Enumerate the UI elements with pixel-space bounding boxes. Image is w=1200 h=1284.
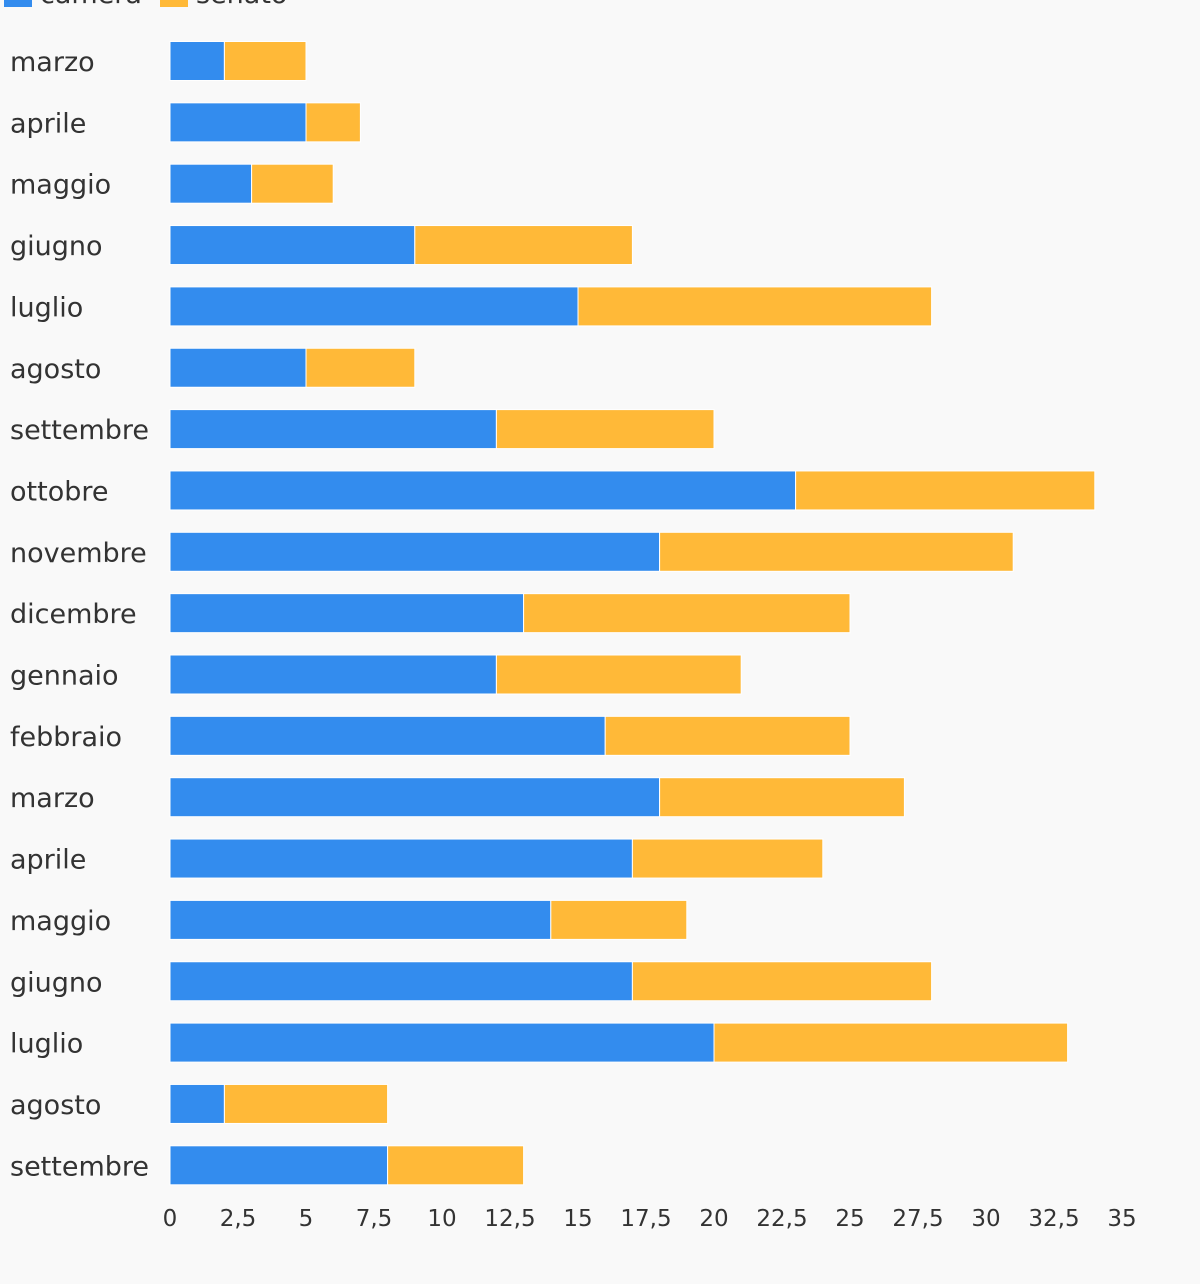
x-tick-label: 30 bbox=[971, 1206, 1000, 1232]
bar-senato bbox=[577, 286, 933, 327]
category-label: luglio bbox=[10, 292, 83, 323]
legend-label-camera: camera bbox=[40, 0, 142, 10]
category-label: luglio bbox=[10, 1029, 83, 1060]
x-tick-label: 12,5 bbox=[484, 1206, 535, 1232]
category-label: gennaio bbox=[10, 661, 119, 692]
bar-senato bbox=[495, 409, 715, 450]
bar-camera bbox=[169, 715, 606, 756]
bar-camera bbox=[169, 470, 797, 511]
bar-camera bbox=[169, 1145, 389, 1186]
bar-camera bbox=[169, 102, 307, 143]
category-label: agosto bbox=[10, 354, 101, 385]
bar-senato bbox=[523, 593, 851, 634]
bar-senato bbox=[387, 1145, 525, 1186]
bar-camera bbox=[169, 777, 661, 818]
bar-camera bbox=[169, 1022, 715, 1063]
category-label: aprile bbox=[10, 845, 86, 876]
bar-camera bbox=[169, 531, 661, 572]
bar-senato bbox=[223, 1083, 389, 1124]
value-axis: 0 2,5 5 7,5 10 12,5 15 17,5 20 22,5 25 27,5 30 32,5 35 bbox=[163, 1206, 1137, 1232]
bar-senato bbox=[631, 838, 824, 879]
bar-senato bbox=[659, 531, 1014, 572]
x-tick-label: 5 bbox=[299, 1206, 314, 1232]
x-tick-label: 22,5 bbox=[756, 1206, 807, 1232]
category-label: ottobre bbox=[10, 476, 108, 507]
category-label: dicembre bbox=[10, 599, 137, 630]
category-label: aprile bbox=[10, 108, 86, 139]
legend: camera senato bbox=[4, 0, 287, 10]
category-label: maggio bbox=[10, 170, 111, 201]
bars bbox=[169, 41, 1096, 1186]
bar-camera bbox=[169, 225, 416, 266]
x-tick-label: 7,5 bbox=[356, 1206, 393, 1232]
category-label: maggio bbox=[10, 906, 111, 937]
bar-camera bbox=[169, 347, 307, 388]
bar-camera bbox=[169, 409, 497, 450]
category-label: giugno bbox=[10, 967, 103, 998]
bar-camera bbox=[169, 41, 225, 81]
category-label: marzo bbox=[10, 783, 95, 814]
category-label: giugno bbox=[10, 231, 103, 262]
category-label: settembre bbox=[10, 415, 149, 446]
x-tick-label: 35 bbox=[1107, 1206, 1136, 1232]
bar-senato bbox=[631, 961, 933, 1002]
legend-swatch-senato bbox=[160, 0, 188, 7]
x-tick-label: 27,5 bbox=[892, 1206, 943, 1232]
bar-camera bbox=[169, 838, 633, 879]
bar-camera bbox=[169, 899, 552, 940]
x-tick-label: 0 bbox=[163, 1206, 178, 1232]
x-tick-label: 32,5 bbox=[1028, 1206, 1079, 1232]
bar-senato bbox=[305, 102, 361, 143]
bar-camera bbox=[169, 1083, 225, 1124]
bar-senato bbox=[604, 715, 851, 756]
bar-senato bbox=[495, 654, 742, 695]
bar-camera bbox=[169, 593, 525, 634]
bar-senato bbox=[414, 225, 633, 266]
bar-senato bbox=[713, 1022, 1069, 1063]
x-tick-label: 20 bbox=[699, 1206, 728, 1232]
category-axis: marzo aprile maggio giugno luglio agosto sette… bbox=[10, 47, 149, 1182]
bar-senato bbox=[659, 777, 905, 818]
bar-senato bbox=[305, 347, 416, 388]
x-tick-label: 15 bbox=[563, 1206, 592, 1232]
category-label: marzo bbox=[10, 47, 95, 78]
bar-senato bbox=[251, 163, 334, 204]
bar-senato bbox=[223, 41, 307, 81]
x-tick-label: 2,5 bbox=[220, 1206, 257, 1232]
category-label: agosto bbox=[10, 1090, 101, 1121]
category-label: novembre bbox=[10, 538, 147, 569]
category-label: febbraio bbox=[10, 722, 122, 753]
bar-camera bbox=[169, 654, 497, 695]
legend-label-senato: senato bbox=[196, 0, 287, 10]
x-tick-label: 10 bbox=[427, 1206, 456, 1232]
x-tick-label: 17,5 bbox=[620, 1206, 671, 1232]
x-tick-label: 25 bbox=[835, 1206, 864, 1232]
bar-senato bbox=[550, 899, 688, 940]
category-label: settembre bbox=[10, 1151, 149, 1182]
legend-swatch-camera bbox=[4, 0, 32, 7]
bar-camera bbox=[169, 286, 579, 327]
bar-senato bbox=[795, 470, 1096, 511]
bar-camera bbox=[169, 961, 633, 1002]
bar-camera bbox=[169, 163, 253, 204]
